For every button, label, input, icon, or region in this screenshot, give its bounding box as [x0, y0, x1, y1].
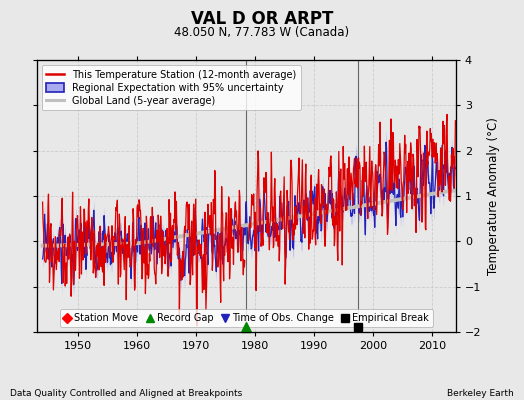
Text: VAL D OR ARPT: VAL D OR ARPT: [191, 10, 333, 28]
Y-axis label: Temperature Anomaly (°C): Temperature Anomaly (°C): [487, 117, 500, 275]
Legend: Station Move, Record Gap, Time of Obs. Change, Empirical Break: Station Move, Record Gap, Time of Obs. C…: [60, 309, 433, 327]
Text: 48.050 N, 77.783 W (Canada): 48.050 N, 77.783 W (Canada): [174, 26, 350, 39]
Text: Berkeley Earth: Berkeley Earth: [447, 389, 514, 398]
Text: Data Quality Controlled and Aligned at Breakpoints: Data Quality Controlled and Aligned at B…: [10, 389, 243, 398]
